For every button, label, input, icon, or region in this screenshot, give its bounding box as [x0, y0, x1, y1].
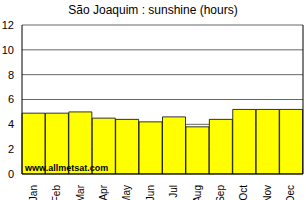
svg-text:12: 12 — [8, 19, 14, 31]
svg-text:0: 0 — [8, 168, 14, 180]
svg-text:Aug: Aug — [192, 185, 203, 200]
svg-text:4: 4 — [8, 118, 14, 130]
svg-text:Dec: Dec — [285, 185, 296, 200]
svg-text:Mar: Mar — [75, 184, 86, 200]
html-text:www.allmetsat.com: www.allmetsat.com — [25, 163, 109, 173]
svg-text:8: 8 — [8, 69, 14, 81]
svg-text:10: 10 — [8, 44, 14, 56]
svg-text:6: 6 — [8, 93, 14, 105]
svg-text:Jan: Jan — [28, 185, 39, 200]
svg-text:Jul: Jul — [168, 185, 179, 198]
svg-text:Nov: Nov — [262, 185, 273, 200]
svg-text:Sep: Sep — [215, 185, 226, 200]
svg-text:Apr: Apr — [98, 184, 109, 200]
svg-text:Oct: Oct — [238, 185, 249, 200]
svg-text:Jun: Jun — [145, 185, 156, 200]
svg-text:May: May — [121, 185, 132, 200]
svg-text:2: 2 — [8, 143, 14, 155]
svg-text:Feb: Feb — [51, 185, 62, 200]
html-text:São Joaquim : sunshine (hours): São Joaquim : sunshine (hours) — [68, 3, 238, 17]
